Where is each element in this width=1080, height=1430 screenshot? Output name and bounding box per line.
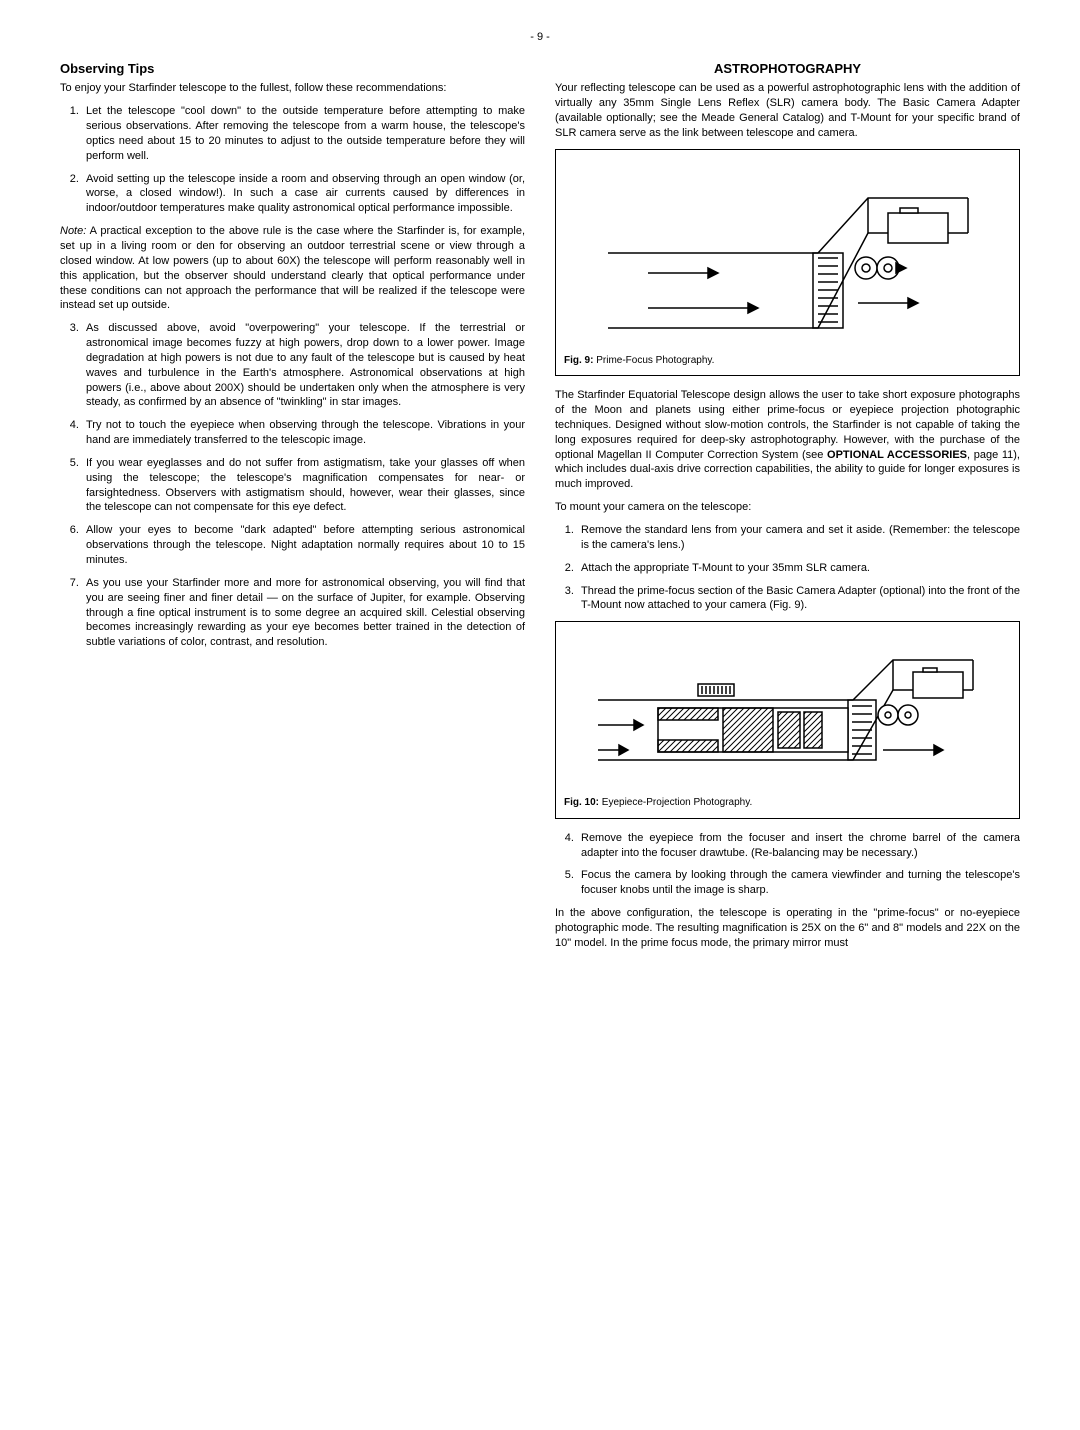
two-column-layout: Observing Tips To enjoy your Starfinder …	[60, 60, 1020, 959]
step-1: Remove the standard lens from your camer…	[577, 523, 1020, 553]
astro-intro: Your reflecting telescope can be used as…	[555, 81, 1020, 140]
mount-steps-1-3: Remove the standard lens from your camer…	[555, 523, 1020, 613]
observing-intro: To enjoy your Starfinder telescope to th…	[60, 81, 525, 96]
tip-5: If you wear eyeglasses and do not suffer…	[82, 456, 525, 515]
fig9-text: Prime-Focus Photography.	[593, 355, 714, 366]
observing-tips-heading: Observing Tips	[60, 60, 525, 78]
figure-9: Fig. 9: Prime-Focus Photography.	[555, 149, 1020, 377]
left-column: Observing Tips To enjoy your Starfinder …	[60, 60, 525, 959]
fig9-label: Fig. 9:	[564, 355, 593, 366]
note-paragraph: Note: A practical exception to the above…	[60, 224, 525, 313]
page-number: - 9 -	[60, 30, 1020, 45]
astrophotography-heading: ASTROPHOTOGRAPHY	[555, 60, 1020, 78]
step-4: Remove the eyepiece from the focuser and…	[577, 831, 1020, 861]
para2-bold: OPTIONAL ACCESSORIES	[827, 449, 967, 461]
step-5: Focus the camera by looking through the …	[577, 868, 1020, 898]
step-3: Thread the prime-focus section of the Ba…	[577, 584, 1020, 614]
fig10-label: Fig. 10:	[564, 797, 599, 808]
mount-intro: To mount your camera on the telescope:	[555, 500, 1020, 515]
tip-2: Avoid setting up the telescope inside a …	[82, 172, 525, 217]
mount-steps-4-5: Remove the eyepiece from the focuser and…	[555, 831, 1020, 898]
astro-para-2: The Starfinder Equatorial Telescope desi…	[555, 388, 1020, 492]
tips-list-1-2: Let the telescope "cool down" to the out…	[60, 104, 525, 216]
tip-4: Try not to touch the eyepiece when obser…	[82, 418, 525, 448]
fig10-text: Eyepiece-Projection Photography.	[599, 797, 752, 808]
tip-7: As you use your Starfinder more and more…	[82, 576, 525, 650]
tip-3: As discussed above, avoid "overpowering"…	[82, 321, 525, 410]
eyepiece-projection-diagram	[588, 630, 988, 790]
note-body: A practical exception to the above rule …	[60, 225, 525, 311]
prime-focus-diagram	[588, 158, 988, 348]
step-2: Attach the appropriate T-Mount to your 3…	[577, 561, 1020, 576]
right-column: ASTROPHOTOGRAPHY Your reflecting telesco…	[555, 60, 1020, 959]
figure-10: Fig. 10: Eyepiece-Projection Photography…	[555, 621, 1020, 819]
tips-list-3-7: As discussed above, avoid "overpowering"…	[60, 321, 525, 650]
figure-9-caption: Fig. 9: Prime-Focus Photography.	[564, 354, 1011, 368]
tip-1: Let the telescope "cool down" to the out…	[82, 104, 525, 163]
note-label: Note:	[60, 225, 86, 237]
closing-para: In the above configuration, the telescop…	[555, 906, 1020, 951]
figure-10-caption: Fig. 10: Eyepiece-Projection Photography…	[564, 796, 1011, 810]
tip-6: Allow your eyes to become "dark adapted"…	[82, 523, 525, 568]
